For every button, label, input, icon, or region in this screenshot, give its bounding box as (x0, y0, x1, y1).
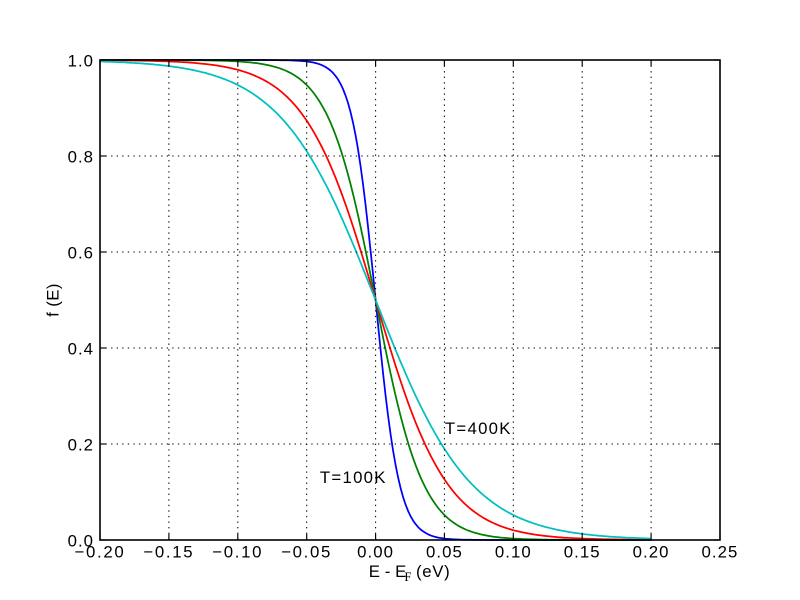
svg-text:T=100K: T=100K (320, 468, 387, 487)
svg-text:−0.05: −0.05 (281, 543, 332, 562)
svg-text:F: F (404, 570, 411, 584)
svg-text:−0.15: −0.15 (143, 543, 194, 562)
svg-text:0.8: 0.8 (68, 148, 94, 167)
svg-text:0.10: 0.10 (495, 543, 532, 562)
svg-text:−0.10: −0.10 (212, 543, 263, 562)
svg-text:(eV): (eV) (411, 562, 451, 581)
svg-text:0.6: 0.6 (68, 244, 94, 263)
svg-text:0.20: 0.20 (633, 543, 670, 562)
svg-text:0.05: 0.05 (426, 543, 463, 562)
svg-text:f (E): f (E) (44, 283, 63, 317)
svg-text:1.0: 1.0 (68, 52, 94, 71)
svg-text:0.0: 0.0 (68, 532, 94, 551)
svg-text:−0.20: −0.20 (75, 543, 126, 562)
svg-text:0.25: 0.25 (702, 543, 739, 562)
svg-text:0.00: 0.00 (357, 543, 394, 562)
svg-text:T=400K: T=400K (445, 419, 512, 438)
svg-text:E - E: E - E (369, 562, 407, 581)
svg-text:0.15: 0.15 (564, 543, 601, 562)
svg-text:0.4: 0.4 (68, 340, 94, 359)
svg-text:0.2: 0.2 (68, 436, 94, 455)
